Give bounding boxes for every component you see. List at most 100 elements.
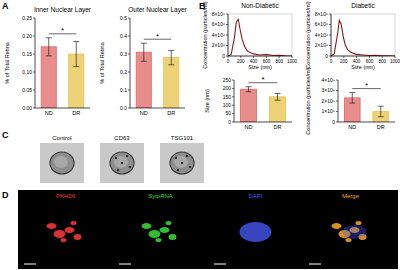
gold-particle — [175, 157, 177, 159]
scale-bar — [309, 264, 321, 265]
y-tick-label: 100 — [223, 102, 232, 108]
x-tick-label: 200 — [340, 59, 348, 64]
y-tick — [33, 90, 35, 91]
signal — [149, 230, 161, 238]
y-tick — [336, 80, 338, 81]
x-tick — [369, 56, 370, 58]
x-tick-label: DR — [167, 110, 175, 116]
x-tick — [266, 56, 267, 58]
gold-particle — [117, 169, 119, 171]
x-tick — [382, 56, 383, 58]
y-axis — [130, 18, 131, 108]
error-cap — [275, 93, 281, 94]
gold-particle — [177, 169, 179, 171]
vesicle-core — [114, 156, 128, 168]
error-cap — [46, 55, 52, 56]
tem-image — [40, 143, 84, 183]
x-tick-label: ND — [140, 110, 148, 116]
y-tick-label: 2×10⁶ — [212, 42, 225, 48]
y-tick — [33, 18, 35, 19]
vesicle-core — [174, 156, 188, 168]
bar-chart: NDDR0.000.050.100.150.200.25% of Total R… — [4, 6, 92, 116]
signal — [156, 238, 162, 242]
gold-particle — [129, 166, 131, 168]
line-chart: 02004006008001000Size (nm)02×10⁶4×10⁶6×1… — [202, 1, 298, 70]
error-bar — [275, 93, 281, 100]
y-tick — [128, 54, 130, 55]
chart-title: Non-Diabetic — [241, 2, 279, 9]
error-cap — [378, 106, 384, 107]
chart-title: Inner Nuclear Layer — [34, 6, 92, 14]
error-stem — [171, 50, 172, 64]
x-axis — [35, 108, 90, 109]
scale-bar — [214, 264, 226, 265]
error-cap — [246, 91, 252, 92]
error-stem — [352, 93, 353, 104]
y-tick — [232, 113, 234, 114]
y-tick-label: 8×10⁶ — [315, 11, 328, 17]
y-tick-label: 4×10⁶ — [212, 32, 225, 38]
bar — [241, 89, 257, 122]
y-tick-label: 150 — [223, 94, 232, 100]
x-tick-label: 1000 — [287, 59, 298, 64]
error-stem — [248, 87, 249, 92]
gold-particle — [115, 157, 117, 159]
bar-chart: NDDR050100150200250Size (nm)* — [204, 75, 292, 130]
x-tick-label: DR — [274, 124, 282, 130]
signal — [160, 227, 170, 233]
error-stem — [277, 93, 278, 100]
y-tick-label: 0 — [325, 53, 328, 59]
y-tick — [226, 45, 228, 46]
y-tick-label: 0.3 — [120, 51, 127, 57]
y-axis — [35, 18, 36, 108]
line-chart: 02004006008001000Size (nm)02×10⁶4×10⁶6×1… — [305, 1, 400, 70]
y-tick — [226, 35, 228, 36]
panel-letter: C — [2, 130, 9, 140]
signal — [166, 221, 172, 225]
error-bar — [349, 93, 355, 104]
gold-particle — [126, 155, 128, 157]
error-cap — [349, 103, 355, 104]
marks — [136, 43, 179, 108]
significance: * — [61, 26, 64, 35]
x-axis — [130, 108, 185, 109]
y-tick-label: 0.00 — [22, 105, 32, 111]
gold-particle — [186, 155, 188, 157]
y-tick-label: 4×10⁶ — [315, 32, 328, 38]
x-axis-label: Size (nm) — [351, 64, 375, 70]
error-cap — [378, 116, 384, 117]
y-tick — [128, 72, 130, 73]
y-tick — [226, 56, 228, 57]
marks — [228, 19, 292, 56]
y-tick — [329, 35, 331, 36]
marks — [331, 20, 395, 56]
x-tick — [356, 56, 357, 58]
y-tick-label: 8×10⁶ — [212, 11, 225, 17]
vesicle — [110, 152, 134, 174]
nucleus-overlay — [343, 225, 367, 239]
nta-curve — [331, 20, 395, 56]
x-tick — [343, 56, 344, 58]
panel-letter: B — [199, 1, 206, 11]
nucleus — [240, 222, 272, 242]
x-tick — [240, 56, 241, 58]
y-tick — [336, 111, 338, 112]
channel-label: SytoRNA — [148, 193, 173, 199]
channel-label: Merge — [342, 193, 360, 199]
signal — [142, 223, 152, 229]
error-cap — [73, 66, 79, 67]
y-tick — [128, 18, 130, 19]
y-tick-label: 4×10⁹ — [322, 77, 335, 83]
signal — [74, 234, 82, 240]
y-tick-label: 0.15 — [22, 51, 32, 57]
y-tick-label: 0.05 — [22, 87, 32, 93]
y-tick-label: 0.20 — [22, 33, 32, 39]
confocal-panel — [18, 190, 398, 269]
y-tick-label: 0 — [228, 119, 231, 125]
y-axis-label: % of Total Retina — [99, 41, 105, 83]
channel-label: PKH26 — [56, 193, 76, 199]
y-tick — [33, 108, 35, 109]
y-tick — [33, 54, 35, 55]
error-bar — [246, 87, 252, 92]
figure: NDDR0.000.050.100.150.200.25% of Total R… — [0, 0, 400, 270]
